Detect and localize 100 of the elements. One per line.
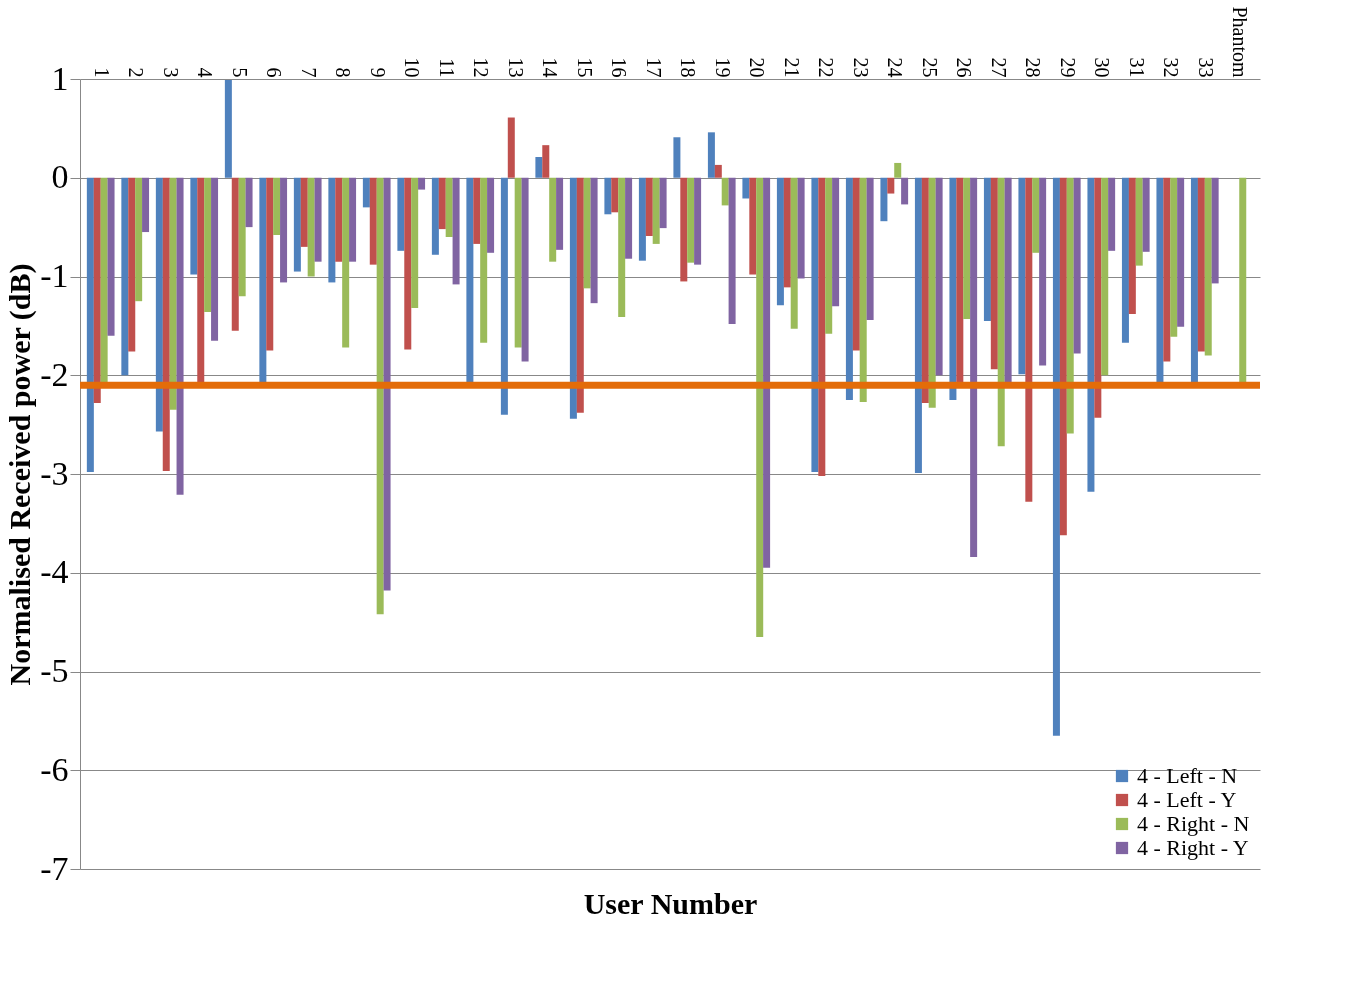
bar	[825, 177, 833, 334]
bar	[411, 177, 419, 309]
bar	[618, 177, 626, 317]
bar	[176, 177, 184, 495]
y-tick-label: -4	[40, 553, 69, 591]
bar	[638, 177, 646, 261]
x-tick-label: 18	[677, 57, 700, 78]
bar	[1039, 177, 1047, 366]
bar	[742, 177, 750, 199]
bar	[404, 177, 412, 350]
bar	[845, 177, 853, 400]
bar	[452, 177, 460, 285]
bar	[852, 177, 860, 351]
x-tick-label: 15	[573, 57, 596, 78]
bar	[86, 177, 94, 473]
bar	[121, 177, 129, 376]
bar	[155, 177, 163, 432]
bar	[956, 177, 964, 383]
bar	[714, 164, 722, 178]
bar	[970, 177, 978, 557]
bar	[238, 177, 246, 297]
bar	[604, 177, 612, 215]
bar	[507, 117, 515, 178]
x-tick-label: 32	[1160, 57, 1183, 78]
bar	[797, 177, 805, 279]
bar	[776, 177, 784, 306]
bar	[921, 177, 929, 403]
bar	[259, 177, 267, 383]
y-tick-label: -1	[40, 257, 69, 294]
y-tick-label: -3	[40, 454, 69, 492]
bar	[611, 177, 619, 213]
bar	[231, 177, 239, 331]
bar	[211, 177, 219, 341]
bar	[728, 177, 736, 324]
y-tick-label: -7	[40, 849, 69, 887]
x-tick-label: 29	[1056, 57, 1079, 78]
x-axis-title: User Number	[583, 886, 758, 920]
bar	[162, 177, 170, 472]
bar	[300, 177, 308, 247]
bar	[549, 177, 557, 262]
bar	[928, 177, 936, 408]
bar	[197, 177, 205, 383]
bar	[949, 177, 957, 400]
x-tick-label: 7	[297, 67, 320, 78]
bar	[1025, 177, 1033, 502]
bar	[935, 177, 943, 376]
bar	[100, 177, 108, 384]
bar	[901, 177, 909, 205]
bar	[107, 177, 115, 336]
x-tick-label: 26	[953, 57, 976, 78]
bar	[590, 177, 598, 304]
bar	[790, 177, 798, 329]
bar	[307, 177, 315, 277]
bar	[832, 177, 840, 307]
bar	[1142, 177, 1150, 252]
bar	[1121, 177, 1129, 343]
bar	[645, 177, 653, 237]
bar	[224, 79, 232, 178]
y-tick-label: 0	[51, 158, 69, 196]
x-tick-label: 28	[1022, 57, 1045, 78]
bar	[376, 177, 384, 615]
bar	[963, 177, 971, 319]
bar	[894, 162, 902, 178]
x-tick-label: 20	[746, 57, 769, 78]
bar	[818, 177, 826, 476]
x-tick-label: 5	[228, 67, 251, 78]
bar	[542, 145, 550, 178]
bar	[280, 177, 288, 283]
bar	[1163, 177, 1171, 362]
bar	[383, 177, 391, 591]
bar	[397, 177, 405, 251]
x-tick-label: 25	[918, 57, 941, 78]
y-tick-label: -6	[40, 750, 69, 788]
x-tick-label: 1	[90, 67, 113, 78]
bar	[190, 177, 198, 275]
bar	[535, 157, 543, 178]
x-tick-label: Phantom	[1229, 6, 1252, 78]
bar	[342, 177, 350, 348]
bar	[1073, 177, 1081, 354]
bar	[473, 177, 481, 244]
bar	[756, 177, 764, 637]
bar	[1032, 177, 1040, 253]
x-tick-label: 16	[608, 57, 631, 78]
x-tick-label: 21	[780, 57, 803, 78]
bar	[204, 177, 212, 313]
bar	[500, 177, 508, 415]
bar	[273, 177, 281, 236]
x-tick-label: 17	[642, 57, 665, 78]
bar	[914, 177, 922, 474]
bar	[1190, 177, 1198, 383]
bar	[335, 177, 343, 262]
x-tick-label: 11	[435, 58, 458, 78]
bar	[680, 177, 688, 282]
bar	[487, 177, 495, 253]
bar	[128, 177, 136, 352]
bar	[266, 177, 274, 351]
y-axis-title: Normalised Received power (dB)	[3, 263, 38, 686]
bar	[1004, 177, 1012, 383]
bar	[569, 177, 577, 419]
x-tick-label: 31	[1125, 57, 1148, 78]
